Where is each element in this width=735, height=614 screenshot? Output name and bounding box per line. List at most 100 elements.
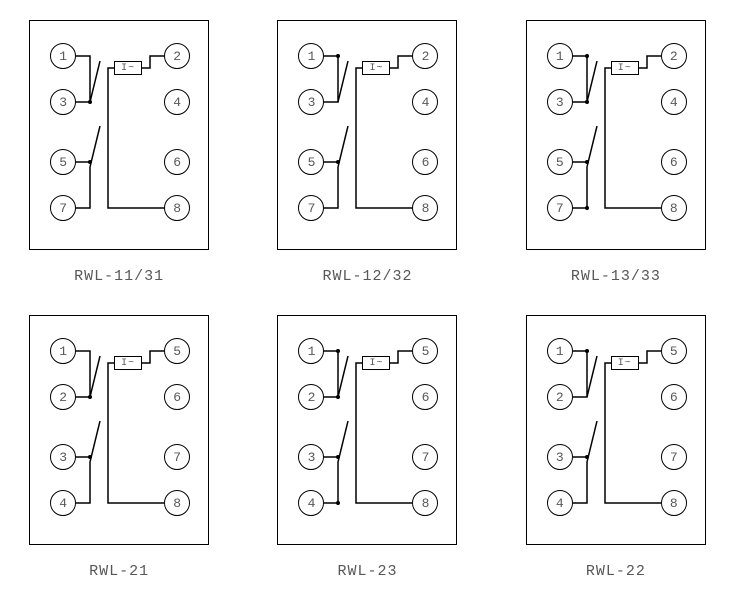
wire <box>338 61 348 102</box>
terminal-pin: 1 <box>50 43 76 69</box>
terminal-pin: 5 <box>164 338 190 364</box>
terminal-pin: 6 <box>661 384 687 410</box>
terminal-pin: 1 <box>298 338 324 364</box>
wire <box>324 167 338 208</box>
diagram-cell: I~12345678RWL-12/32 <box>268 20 466 285</box>
relay-box: I~ <box>362 61 390 75</box>
diagram-panel: I~15263748 <box>526 315 706 545</box>
junction-dot <box>336 501 340 505</box>
diagram-label: RWL-13/33 <box>571 268 661 285</box>
terminal-pin: 4 <box>164 89 190 115</box>
wire <box>605 68 661 208</box>
wire <box>338 356 348 397</box>
wire <box>76 56 90 102</box>
terminal-pin: 7 <box>164 444 190 470</box>
wire <box>108 68 164 208</box>
wire <box>76 351 90 397</box>
terminal-pin: 8 <box>412 195 438 221</box>
wire <box>338 421 348 462</box>
wire <box>390 351 412 363</box>
terminal-pin: 5 <box>661 338 687 364</box>
diagram-cell: I~ 1 2 3 4 5 6 7 8 RWL-11/31 <box>20 20 218 285</box>
relay-box: I~ <box>611 61 639 75</box>
terminal-pin: 5 <box>547 149 573 175</box>
terminal-pin: 4 <box>661 89 687 115</box>
terminal-pin: 8 <box>661 195 687 221</box>
wire <box>142 351 164 363</box>
terminal-pin: 4 <box>50 490 76 516</box>
wire <box>573 351 587 397</box>
wire <box>324 351 338 397</box>
diagram-label: RWL-22 <box>586 563 646 580</box>
relay-box: I~ <box>114 356 142 370</box>
diagram-panel: I~ 1 5 2 6 3 7 4 8 <box>29 315 209 545</box>
diagram-panel: I~12345678 <box>526 20 706 250</box>
wire <box>605 363 661 503</box>
terminal-pin: 8 <box>164 490 190 516</box>
terminal-pin: 6 <box>412 384 438 410</box>
terminal-pin: 3 <box>50 444 76 470</box>
diagram-panel: I~12345678 <box>277 20 457 250</box>
wire <box>356 68 412 208</box>
terminal-pin: 5 <box>298 149 324 175</box>
terminal-pin: 5 <box>412 338 438 364</box>
wire <box>573 56 587 102</box>
terminal-pin: 3 <box>50 89 76 115</box>
wire <box>90 61 100 102</box>
diagram-grid: I~ 1 2 3 4 5 6 7 8 RWL-11/31 I~ 1 2 3 4 5 6 7 8 RWL-12/32 I~… <box>20 20 715 580</box>
terminal-pin: 7 <box>50 195 76 221</box>
terminal-pin: 3 <box>298 444 324 470</box>
terminal-pin: 4 <box>412 89 438 115</box>
diagram-cell: I~12345678RWL-13/33 <box>517 20 715 285</box>
wire <box>587 356 597 397</box>
diagram-label: RWL-11/31 <box>74 268 164 285</box>
terminal-pin: 7 <box>661 444 687 470</box>
diagram-label: RWL-21 <box>89 563 149 580</box>
terminal-pin: 6 <box>412 149 438 175</box>
terminal-pin: 5 <box>50 149 76 175</box>
terminal-pin: 8 <box>164 195 190 221</box>
diagram-label: RWL-23 <box>337 563 397 580</box>
junction-dot <box>88 160 92 164</box>
junction-dot <box>585 54 589 58</box>
junction-dot <box>585 160 589 164</box>
terminal-pin: 7 <box>412 444 438 470</box>
terminal-pin: 3 <box>547 444 573 470</box>
diagram-cell: I~15263748RWL-23 <box>268 315 466 580</box>
wire <box>587 421 597 462</box>
terminal-pin: 2 <box>547 384 573 410</box>
diagram-cell: I~15263748RWL-22 <box>517 315 715 580</box>
wire <box>573 462 587 503</box>
wire <box>573 167 587 208</box>
terminal-pin: 1 <box>547 338 573 364</box>
wire <box>390 56 412 68</box>
diagram-cell: I~ 1 5 2 6 3 7 4 8 RWL-21 <box>20 315 218 580</box>
junction-dot <box>585 455 589 459</box>
wire <box>324 56 338 102</box>
terminal-pin: 1 <box>547 43 573 69</box>
wire <box>108 363 164 503</box>
terminal-pin: 6 <box>164 149 190 175</box>
diagram-panel: I~ 1 2 3 4 5 6 7 8 <box>29 20 209 250</box>
terminal-pin: 4 <box>547 490 573 516</box>
terminal-pin: 2 <box>164 43 190 69</box>
terminal-pin: 6 <box>164 384 190 410</box>
diagram-label: RWL-12/32 <box>322 268 412 285</box>
terminal-pin: 6 <box>661 149 687 175</box>
terminal-pin: 7 <box>298 195 324 221</box>
wire <box>90 421 100 462</box>
relay-box: I~ <box>114 61 142 75</box>
terminal-pin: 2 <box>50 384 76 410</box>
junction-dot <box>336 455 340 459</box>
terminal-pin: 2 <box>298 384 324 410</box>
wire <box>90 356 100 397</box>
wire <box>587 61 597 102</box>
wire <box>587 126 597 167</box>
terminal-pin: 1 <box>298 43 324 69</box>
wire <box>324 462 338 503</box>
junction-dot <box>585 100 589 104</box>
terminal-pin: 2 <box>412 43 438 69</box>
wire <box>76 167 90 208</box>
terminal-pin: 8 <box>661 490 687 516</box>
terminal-pin: 1 <box>50 338 76 364</box>
